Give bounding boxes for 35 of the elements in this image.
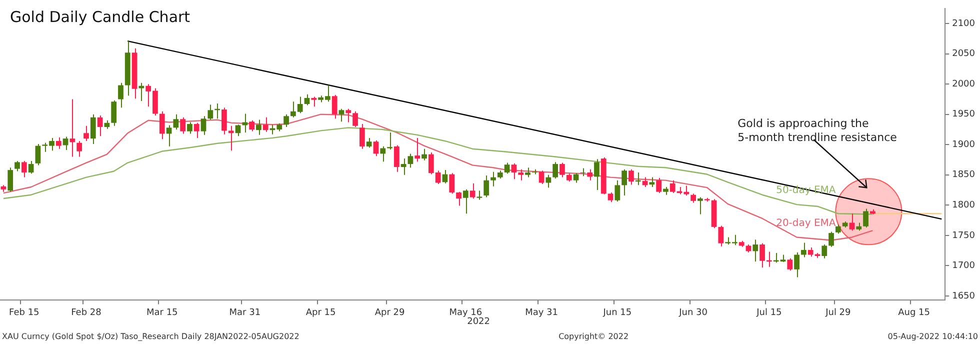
x-tick-label: Mar 15 [146,308,178,318]
x-tick-label: Apr 15 [306,308,336,318]
y-tick-label: 1750 [952,230,976,241]
text: Copyright© 2022 [558,332,629,343]
x-tick-label: Aug 15 [898,308,930,318]
candlestick [842,221,848,228]
x-tick-label: Jul 29 [824,308,852,318]
series-label: 20-day EMA [776,218,836,229]
y-tick-label: 1950 [952,110,976,120]
annotation: Gold is approaching the 5-month trendline resistance [738,116,898,144]
y-tick-label: 1650 [952,291,976,302]
x-tick-label: Apr 29 [374,308,405,318]
x-tick-label: May 31 [525,308,558,318]
candlestick [704,197,710,202]
y-tick-label: 2100 [952,18,976,29]
x-tick-label: Feb 28 [71,308,102,318]
x-tick-label: Mar 31 [229,308,261,318]
x-tick-label: May 16 [449,308,482,318]
text: 2022 [467,317,490,328]
candlestick [311,96,317,107]
y-tick-label: 2050 [952,49,976,60]
x-tick-label: Feb 15 [9,308,40,318]
text: XAU Curncy (Gold Spot $/Oz) Taso_Research Daily 28JAN2022-05AUG2022 [2,332,300,343]
y-tick-label: 1700 [952,261,976,272]
y-tick-label: 1850 [952,170,976,180]
y-tick-label: 2000 [952,79,976,90]
chart-title: Gold Daily Candle Chart [10,8,190,26]
text: 05-Aug-2022 10:44:10 [888,332,978,343]
candlestick [476,190,482,200]
x-tick-label: Jun 15 [602,308,632,318]
x-tick-label: Jun 30 [678,308,708,318]
y-tick-label: 1800 [952,200,976,210]
series-label: 50-day EMA [776,185,836,196]
y-tick-label: 1900 [952,140,976,150]
x-tick-label: Jul 15 [756,308,782,318]
